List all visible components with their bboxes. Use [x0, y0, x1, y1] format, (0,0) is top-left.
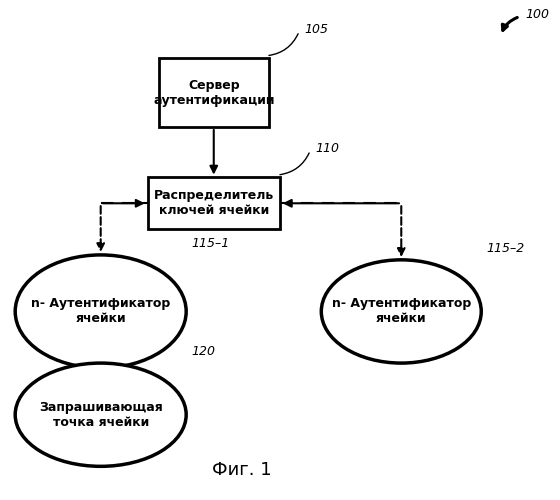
Text: Фиг. 1: Фиг. 1 [212, 460, 271, 478]
FancyBboxPatch shape [158, 58, 269, 127]
Ellipse shape [15, 255, 186, 368]
Text: Запрашивающая
точка ячейки: Запрашивающая точка ячейки [39, 400, 162, 428]
Text: n- Аутентификатор
ячейки: n- Аутентификатор ячейки [31, 298, 170, 326]
Text: n- Аутентификатор
ячейки: n- Аутентификатор ячейки [332, 298, 471, 326]
Text: 115–1: 115–1 [192, 237, 230, 250]
Text: Сервер
аутентификации: Сервер аутентификации [153, 78, 274, 106]
Text: 115–2: 115–2 [487, 242, 525, 255]
Ellipse shape [15, 363, 186, 467]
Ellipse shape [321, 260, 481, 363]
Text: 105: 105 [305, 23, 329, 36]
Text: 110: 110 [316, 142, 340, 156]
FancyBboxPatch shape [148, 178, 280, 229]
Text: Распределитель
ключей ячейки: Распределитель ключей ячейки [153, 190, 274, 218]
Text: 120: 120 [192, 345, 216, 358]
Text: 100: 100 [525, 8, 549, 22]
